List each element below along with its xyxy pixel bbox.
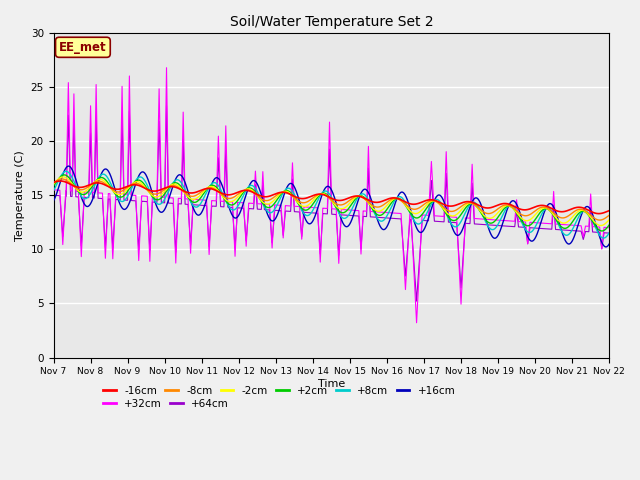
Legend: +32cm, +64cm: +32cm, +64cm: [103, 399, 228, 409]
X-axis label: Time: Time: [317, 379, 345, 389]
Title: Soil/Water Temperature Set 2: Soil/Water Temperature Set 2: [230, 15, 433, 29]
Y-axis label: Temperature (C): Temperature (C): [15, 150, 25, 240]
Text: EE_met: EE_met: [59, 41, 107, 54]
